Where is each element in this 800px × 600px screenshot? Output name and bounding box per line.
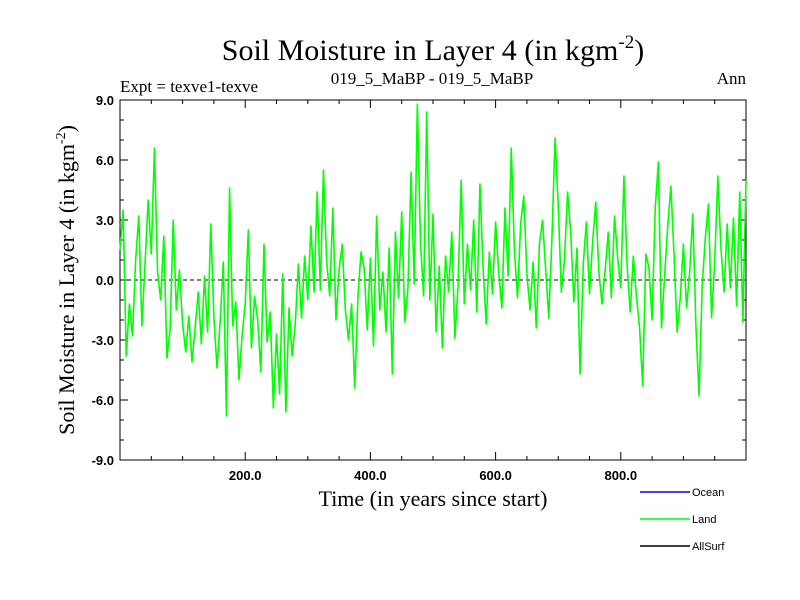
- x-axis-ticks: 200.0 400.0 600.0 800.0: [119, 100, 747, 483]
- y-tick-label: -9.0: [92, 453, 114, 468]
- subtitle-left: Expt = texve1-texve: [120, 77, 258, 96]
- legend-land-label: Land: [692, 514, 716, 526]
- y-axis-label-main: Soil Moisture in Layer 4 (in kgm: [54, 144, 79, 435]
- subtitle-center: 019_5_MaBP - 019_5_MaBP: [331, 69, 533, 88]
- y-axis-label: Soil Moisture in Layer 4 (in kgm-2): [54, 125, 79, 435]
- series-group: [119, 103, 747, 417]
- x-tick-label: 800.0: [605, 468, 638, 483]
- chart-title-main: Soil Moisture in Layer 4 (in kgm: [222, 34, 619, 67]
- y-tick-label: 3.0: [96, 213, 114, 228]
- y-axis-label-close: ): [54, 125, 79, 132]
- legend-ocean-label: Ocean: [692, 487, 724, 499]
- y-tick-label: -3.0: [92, 333, 114, 348]
- y-axis-label-superscript: -2: [54, 132, 69, 144]
- chart-title: Soil Moisture in Layer 4 (in kgm-2): [222, 32, 644, 67]
- legend-allsurf-label: AllSurf: [692, 541, 725, 553]
- x-axis-label: Time (in years since start): [319, 486, 548, 511]
- chart-title-close: ): [634, 34, 644, 67]
- x-tick-label: 400.0: [354, 468, 387, 483]
- x-tick-label: 200.0: [229, 468, 262, 483]
- y-axis-ticks: -9.0 -6.0 -3.0 0.0 3.0 6.0 9.0: [92, 93, 746, 468]
- legend: Ocean Land AllSurf: [640, 487, 725, 553]
- y-tick-label: 9.0: [96, 93, 114, 108]
- subtitle-right: Ann: [717, 69, 747, 88]
- y-tick-label: 6.0: [96, 153, 114, 168]
- x-tick-label: 600.0: [479, 468, 512, 483]
- y-tick-label: 0.0: [96, 273, 114, 288]
- chart-title-superscript: -2: [618, 32, 634, 53]
- y-tick-label: -6.0: [92, 393, 114, 408]
- series-line-land: [119, 103, 747, 417]
